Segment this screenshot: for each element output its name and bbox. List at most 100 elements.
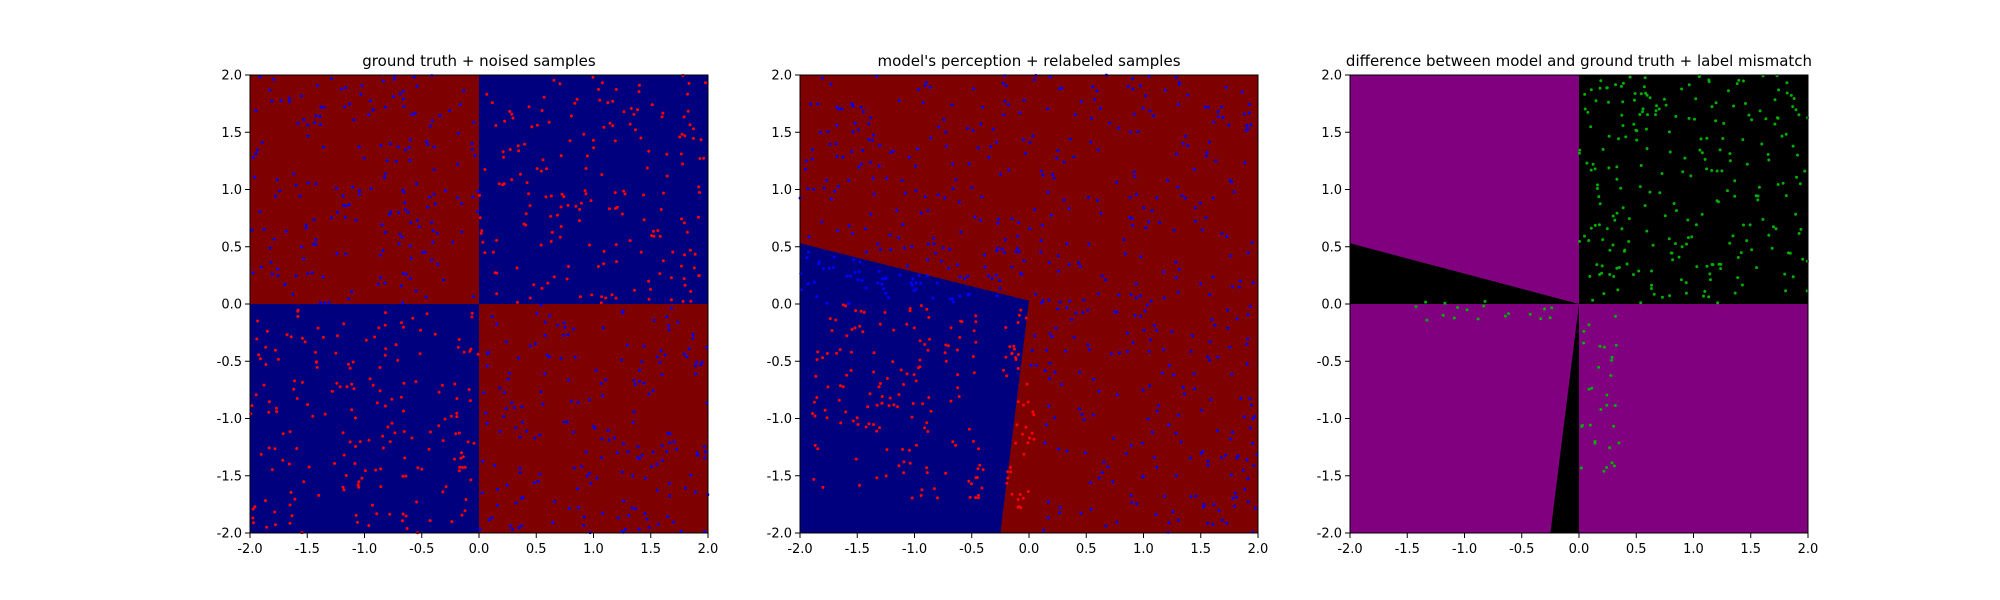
sample-point <box>1100 274 1104 278</box>
sample-point <box>384 311 387 315</box>
sample-point <box>584 450 588 454</box>
sample-point <box>1741 138 1745 142</box>
sample-point <box>903 191 907 195</box>
sample-point <box>697 274 701 278</box>
sample-point <box>463 509 467 513</box>
sample-point <box>632 112 636 116</box>
sample-point <box>400 321 403 325</box>
sample-point <box>1204 216 1208 220</box>
sample-point <box>1703 157 1707 161</box>
sample-point <box>306 134 310 138</box>
sample-point <box>540 109 544 112</box>
sample-point <box>1605 403 1609 407</box>
sample-point <box>837 398 841 402</box>
sample-point <box>401 301 405 305</box>
sample-point <box>294 274 298 278</box>
sample-point <box>1087 242 1091 246</box>
sample-point <box>1668 150 1672 154</box>
sample-point <box>878 322 882 326</box>
sample-point <box>912 289 916 293</box>
sample-point <box>460 202 464 205</box>
sample-point <box>1652 292 1656 296</box>
sample-point <box>1198 201 1202 205</box>
sample-point <box>1245 362 1249 366</box>
sample-point <box>321 275 325 279</box>
sample-point <box>1132 112 1136 116</box>
sample-point <box>1528 312 1532 316</box>
sample-point <box>1048 377 1051 381</box>
sample-point <box>274 194 277 198</box>
sample-point <box>1109 352 1113 356</box>
sample-point <box>970 482 973 486</box>
sample-point <box>397 242 401 246</box>
sample-point <box>1033 334 1037 338</box>
sample-point <box>552 275 556 279</box>
sample-point <box>1625 262 1629 266</box>
sample-point <box>433 202 437 206</box>
title: difference between model and ground trut… <box>1346 52 1812 70</box>
sample-point <box>1030 349 1034 352</box>
sample-point <box>697 215 701 219</box>
sample-point <box>1705 264 1709 268</box>
sample-point <box>614 243 618 247</box>
sample-point <box>1700 151 1704 155</box>
sample-point <box>1614 343 1618 347</box>
panel-difference: difference between model and ground trut… <box>1317 52 1819 557</box>
sample-point <box>353 416 357 420</box>
sample-point <box>691 333 695 336</box>
sample-point <box>484 411 488 415</box>
sample-point <box>420 467 424 471</box>
sample-point <box>805 256 809 260</box>
sample-point <box>1216 115 1220 119</box>
sample-point <box>374 468 378 472</box>
sample-point <box>1133 174 1137 178</box>
sample-point <box>1587 387 1591 391</box>
sample-point <box>1615 266 1619 270</box>
sample-point <box>687 81 691 85</box>
sample-point <box>302 480 306 484</box>
sample-point <box>1135 502 1139 506</box>
sample-point <box>694 364 697 368</box>
sample-point <box>1111 480 1115 484</box>
sample-point <box>1208 293 1212 297</box>
sample-point <box>1080 412 1084 416</box>
sample-point <box>553 500 557 503</box>
sample-point <box>329 216 333 220</box>
sample-point <box>348 440 352 444</box>
sample-point <box>1122 238 1126 242</box>
sample-point <box>1690 235 1694 239</box>
sample-point <box>1612 424 1616 428</box>
sample-point <box>1162 270 1166 274</box>
sample-point <box>600 437 604 441</box>
sample-point <box>885 448 889 452</box>
sample-point <box>627 513 631 517</box>
sample-point <box>946 344 950 348</box>
sample-point <box>566 203 570 207</box>
sample-point <box>403 456 407 460</box>
sample-point <box>289 335 293 339</box>
sample-point <box>571 430 575 434</box>
sample-point <box>1088 481 1092 485</box>
sample-point <box>318 301 322 305</box>
sample-point <box>577 219 581 223</box>
sample-point <box>322 106 326 109</box>
sample-point <box>1033 208 1037 211</box>
sample-point <box>645 166 649 170</box>
sample-point <box>835 105 839 109</box>
x-tick-label: 1.0 <box>583 542 604 557</box>
sample-point <box>505 483 509 487</box>
sample-point <box>1720 169 1724 173</box>
sample-point <box>427 447 431 451</box>
sample-point <box>884 474 888 478</box>
sample-point <box>1589 88 1593 92</box>
sample-group <box>478 74 707 305</box>
sample-point <box>371 503 374 507</box>
sample-point <box>460 513 464 517</box>
sample-point <box>383 176 386 179</box>
sample-point <box>971 129 975 132</box>
sample-point <box>956 373 960 377</box>
sample-point <box>1081 311 1085 315</box>
sample-point <box>683 253 687 257</box>
sample-point <box>347 297 351 301</box>
sample-point <box>1142 206 1146 210</box>
